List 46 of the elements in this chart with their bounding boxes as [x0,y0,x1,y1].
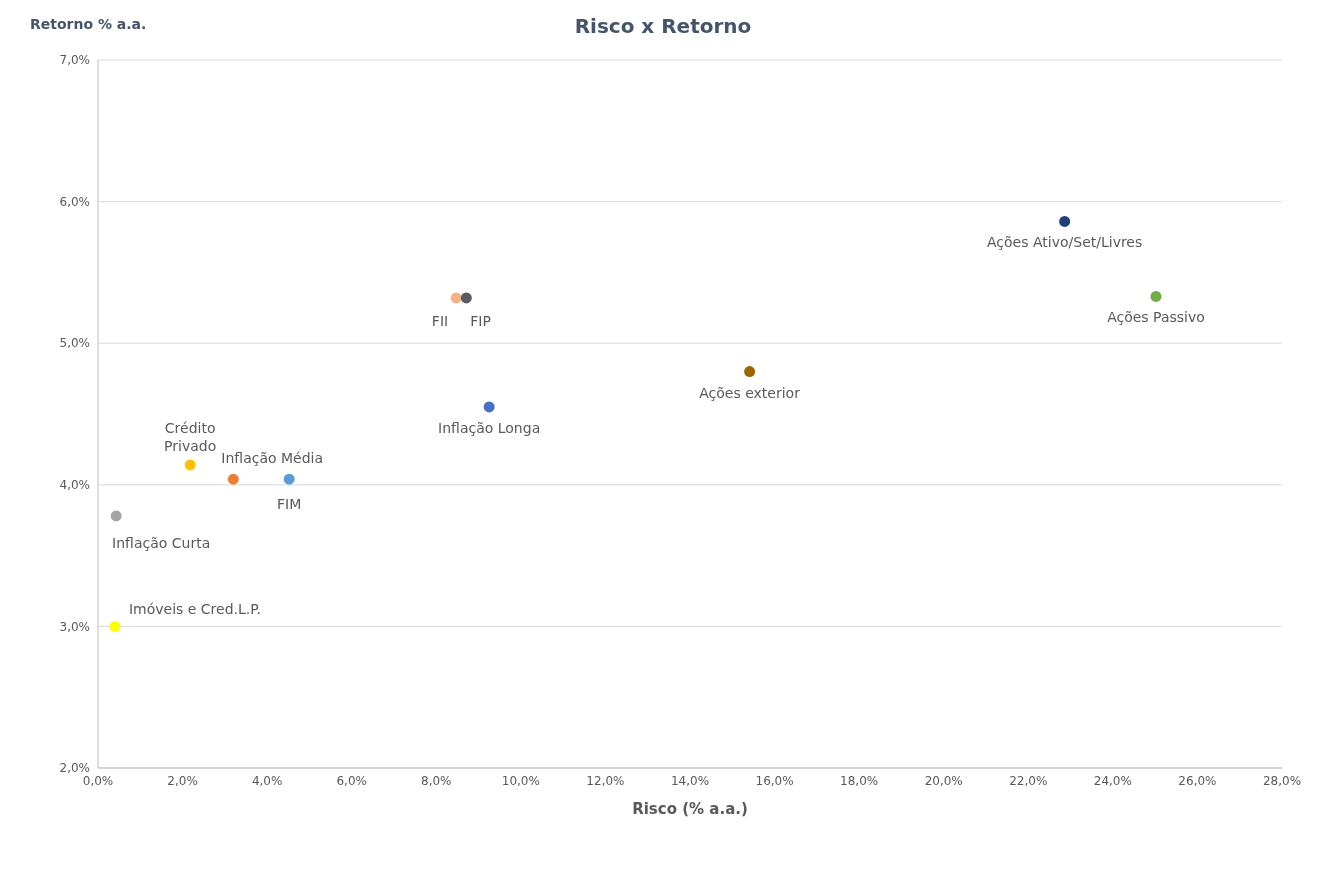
series-label: FIM [277,496,302,513]
chart-title: Risco x Retorno [574,14,752,38]
y-tick-label: 6,0% [59,194,90,209]
point [110,510,122,522]
point [450,292,462,304]
point [184,459,196,471]
series-label: Imóveis e Cred.L.P. [128,601,261,618]
x-tick-label: 14,0% [670,773,710,788]
x-tick-label: 18,0% [840,773,879,788]
y-tick-label: 4,0% [59,478,90,493]
x-tick-label: 0,0% [82,773,114,788]
series-label: FII [431,312,449,329]
x-tick-label: 10,0% [501,773,540,788]
y-tick-label: 3,0% [59,619,90,634]
x-tick-label: 26,0% [1178,773,1217,788]
series-label: Ações Passivo [1107,309,1205,326]
point [1150,290,1162,302]
series-label: Inflação Média [221,450,324,467]
series-label: Inflação Curta [112,534,211,551]
x-tick-label: 22,0% [1009,773,1048,788]
point [1059,215,1071,227]
point [483,401,495,413]
x-tick-label: 16,0% [755,773,794,788]
x-tick-label: 12,0% [586,773,625,788]
x-tick-label: 8,0% [421,773,452,788]
x-axis-title: Risco (% a.a.) [632,800,748,818]
series-label: FIP [470,312,491,329]
point [460,292,472,304]
x-tick-label: 24,0% [1093,773,1132,788]
series-label: Ações exterior [699,384,801,401]
x-tick-label: 2,0% [167,773,198,788]
x-tick-label: 6,0% [336,773,367,788]
point [283,473,295,485]
y-tick-label: 2,0% [59,761,90,776]
y-tick-label: 5,0% [59,336,90,351]
point [109,620,121,632]
x-tick-label: 28,0% [1262,773,1302,788]
y-tick-label: 7,0% [59,53,90,68]
point [744,366,756,378]
x-tick-label: 4,0% [251,773,283,788]
series-label: Ações Ativo/Set/Livres [987,234,1143,251]
point [227,473,239,485]
x-tick-label: 20,0% [924,773,963,788]
series-label: Inflação Longa [438,419,541,436]
y-axis-title: Retorno % a.a. [30,16,147,32]
series-label: Crédito Privado [164,419,217,454]
